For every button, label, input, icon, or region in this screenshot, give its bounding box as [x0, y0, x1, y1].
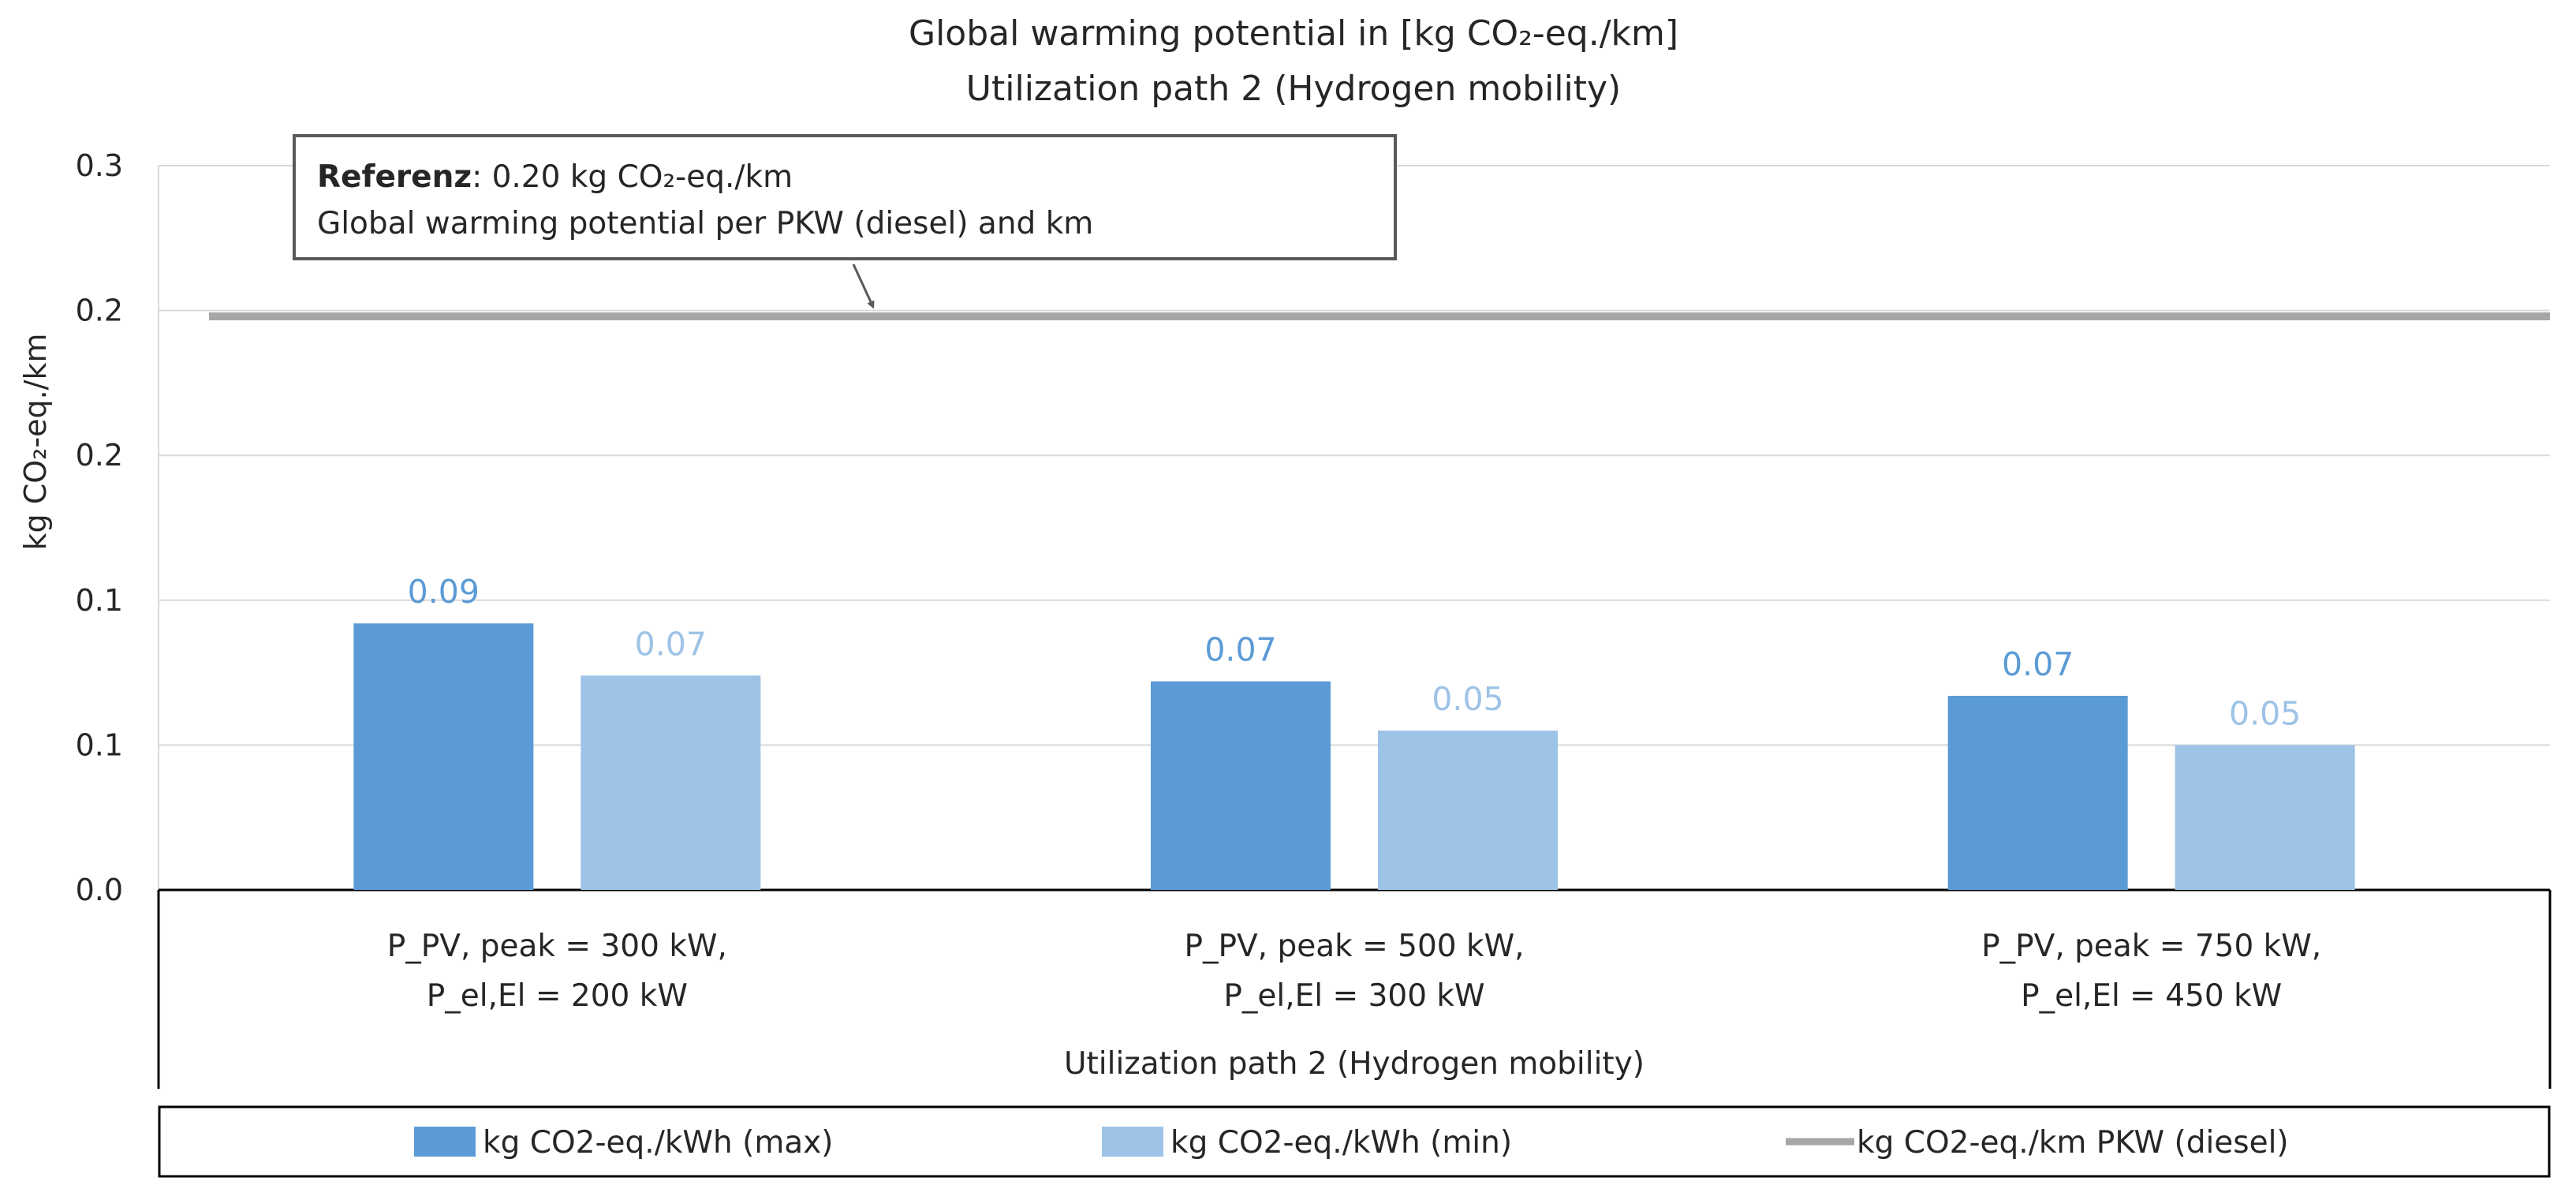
data-label: 0.05 [1432, 680, 1503, 718]
legend-box [158, 1105, 2551, 1178]
legend-swatch-min [1102, 1127, 1163, 1157]
data-label: 0.07 [635, 625, 707, 663]
category-labels: P_PV, peak = 300 kW, P_el,El = 200 kW P_PV… [387, 929, 2321, 1014]
y-axis-label: kg CO₂-eq./km [18, 334, 53, 551]
data-label: 0.09 [408, 573, 480, 611]
bar [581, 675, 761, 890]
bar [1947, 695, 2128, 890]
legend-label-reference: kg CO2-eq./km PKW (diesel) [1857, 1125, 2289, 1161]
annotation-line2: Global warming potential per PKW (diesel… [317, 206, 1093, 241]
category-axis-box [157, 890, 2552, 1089]
category-label: P_el,El = 200 kW [427, 978, 688, 1014]
category-label: P_el,El = 450 kW [2021, 978, 2282, 1014]
legend-label-max: kg CO2-eq./kWh (max) [483, 1125, 834, 1161]
chart-title-line2: Utilization path 2 (Hydrogen mobility) [966, 69, 1621, 109]
bars [353, 623, 2355, 890]
data-labels: 0.09 0.07 0.07 0.05 0.07 0.05 [408, 573, 2302, 732]
category-label: P_PV, peak = 750 kW, [1981, 929, 2321, 964]
data-label: 0.05 [2229, 694, 2301, 732]
reference-annotation: Referenz: 0.20 kg CO₂-eq./km Global warm… [293, 134, 1397, 309]
category-label: P_PV, peak = 500 kW, [1184, 929, 1524, 964]
data-label: 0.07 [1204, 631, 1276, 669]
bar [1151, 681, 1331, 890]
bar [353, 623, 534, 890]
legend: kg CO2-eq./kWh (max) kg CO2-eq./kWh (min… [158, 1105, 2551, 1178]
y-tick-label: 0.1 [76, 727, 123, 762]
y-tick-label: 0.0 [76, 873, 123, 907]
legend-swatch-max [414, 1127, 476, 1157]
annotation-arrow [852, 264, 875, 309]
y-tick-label: 0.2 [76, 438, 123, 473]
bar [1378, 731, 1558, 890]
annotation-box [293, 134, 1397, 260]
category-label: P_PV, peak = 300 kW, [387, 929, 727, 964]
annotation-line1-rest: : 0.20 kg CO₂-eq./km [472, 159, 793, 195]
annotation-line1: Referenz: 0.20 kg CO₂-eq./km [317, 159, 793, 195]
x-axis-label: Utilization path 2 (Hydrogen mobility) [1064, 1046, 1645, 1082]
category-label: P_el,El = 300 kW [1223, 978, 1484, 1014]
data-label: 0.07 [2002, 645, 2074, 683]
bar [2175, 745, 2355, 890]
y-tick-labels: 0.0 0.1 0.1 0.2 0.2 0.3 [76, 148, 123, 907]
y-tick-label: 0.1 [76, 583, 123, 618]
annotation-bold: Referenz [317, 159, 472, 195]
y-tick-label: 0.2 [76, 293, 123, 328]
chart-title-line1: Global warming potential in [kg CO₂-eq./… [909, 13, 1678, 54]
y-tick-label: 0.3 [76, 148, 123, 183]
legend-label-min: kg CO2-eq./kWh (min) [1170, 1125, 1512, 1161]
